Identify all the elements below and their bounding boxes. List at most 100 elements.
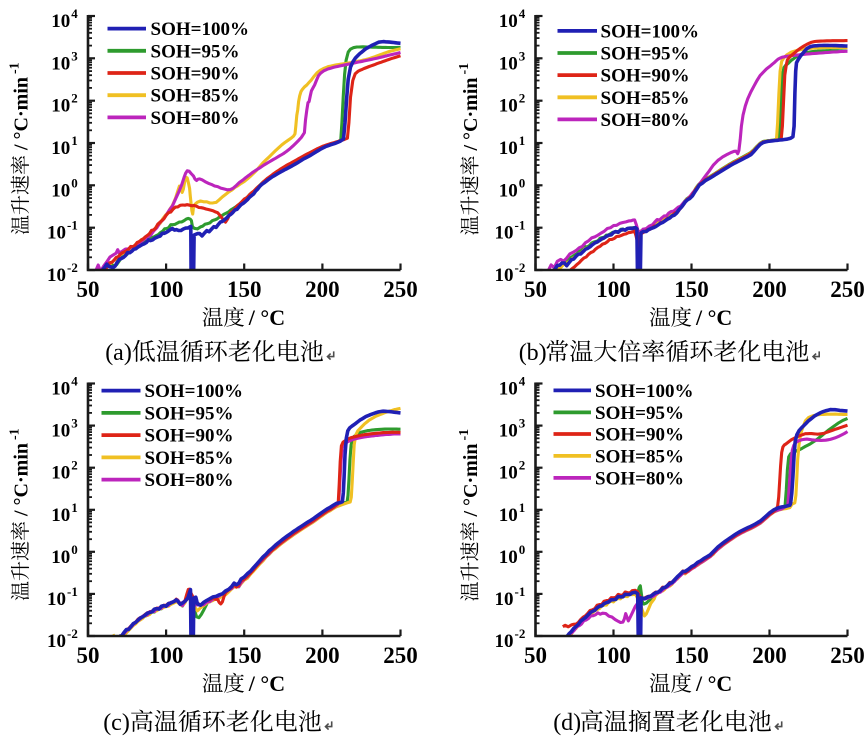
svg-text:/ °C·min: / °C·min <box>11 443 33 517</box>
svg-text:4: 4 <box>71 374 78 389</box>
svg-text:-2: -2 <box>67 626 78 641</box>
svg-text:(c): (c) <box>103 710 130 736</box>
svg-text:-1: -1 <box>515 218 526 233</box>
svg-text:-2: -2 <box>515 260 526 275</box>
svg-text:10: 10 <box>51 547 70 568</box>
svg-text:0: 0 <box>519 175 526 190</box>
svg-text:10: 10 <box>499 180 518 201</box>
svg-text:250: 250 <box>383 643 418 668</box>
svg-text:10: 10 <box>51 96 70 117</box>
svg-text:SOH=85%: SOH=85% <box>595 446 684 467</box>
svg-text:SOH=80%: SOH=80% <box>601 110 690 131</box>
svg-text:200: 200 <box>305 643 340 668</box>
svg-text:50: 50 <box>524 643 547 668</box>
svg-text:(b): (b) <box>519 340 547 366</box>
svg-text:(a): (a) <box>105 340 132 366</box>
svg-text:10: 10 <box>51 505 70 526</box>
svg-text:SOH=100%: SOH=100% <box>601 21 699 42</box>
svg-text:3: 3 <box>71 416 78 431</box>
svg-text:-2: -2 <box>67 260 78 275</box>
svg-text:SOH=80%: SOH=80% <box>595 468 684 489</box>
svg-text:1: 1 <box>71 500 78 515</box>
svg-text:2: 2 <box>519 458 526 473</box>
svg-text:(d): (d) <box>553 710 581 736</box>
svg-text:/ °C·min: / °C·min <box>11 77 33 151</box>
svg-text:/ °C: / °C <box>695 305 732 330</box>
svg-text:SOH=80%: SOH=80% <box>151 108 240 129</box>
svg-text:3: 3 <box>519 416 526 431</box>
svg-text:10: 10 <box>47 223 66 244</box>
svg-text:4: 4 <box>519 6 526 21</box>
svg-text:10: 10 <box>499 11 518 32</box>
svg-text:/ °C: / °C <box>248 671 285 696</box>
svg-text:10: 10 <box>499 138 518 159</box>
svg-text:-1: -1 <box>67 218 78 233</box>
svg-text:-1: -1 <box>8 62 23 74</box>
svg-text:250: 250 <box>830 643 865 668</box>
svg-text:150: 150 <box>674 643 709 668</box>
svg-text:SOH=95%: SOH=95% <box>601 44 690 65</box>
svg-text:0: 0 <box>71 175 78 190</box>
svg-text:250: 250 <box>830 277 865 302</box>
svg-text:3: 3 <box>519 48 526 63</box>
svg-text:10: 10 <box>47 589 66 610</box>
svg-text:1: 1 <box>71 133 78 148</box>
svg-text:10: 10 <box>47 265 66 286</box>
svg-text:SOH=95%: SOH=95% <box>151 41 240 62</box>
svg-text:10: 10 <box>499 463 518 484</box>
svg-text:1: 1 <box>519 500 526 515</box>
svg-text:2: 2 <box>71 458 78 473</box>
svg-text:SOH=80%: SOH=80% <box>145 470 234 491</box>
svg-text:10: 10 <box>499 421 518 442</box>
svg-text:4: 4 <box>519 374 526 389</box>
svg-text:SOH=90%: SOH=90% <box>595 425 684 446</box>
svg-text:4: 4 <box>71 6 78 21</box>
svg-text:100: 100 <box>596 277 631 302</box>
svg-text:200: 200 <box>752 643 787 668</box>
svg-text:SOH=95%: SOH=95% <box>145 403 234 424</box>
svg-text:SOH=90%: SOH=90% <box>601 66 690 87</box>
svg-text:10: 10 <box>495 589 514 610</box>
svg-text:/ °C: / °C <box>248 305 285 330</box>
svg-text:/ °C·min: / °C·min <box>460 443 482 517</box>
svg-text:50: 50 <box>77 643 100 668</box>
svg-text:/ °C·min: / °C·min <box>460 77 482 151</box>
svg-text:3: 3 <box>71 48 78 63</box>
svg-text:100: 100 <box>149 277 184 302</box>
svg-text:250: 250 <box>383 277 418 302</box>
svg-text:-1: -1 <box>457 429 472 441</box>
svg-text:10: 10 <box>51 11 70 32</box>
svg-text:100: 100 <box>149 643 184 668</box>
svg-text:10: 10 <box>51 138 70 159</box>
svg-text:2: 2 <box>71 91 78 106</box>
svg-text:10: 10 <box>495 223 514 244</box>
svg-text:10: 10 <box>499 379 518 400</box>
svg-text:10: 10 <box>495 265 514 286</box>
svg-text:-1: -1 <box>457 63 472 75</box>
svg-text:SOH=85%: SOH=85% <box>145 448 234 469</box>
svg-text:10: 10 <box>499 96 518 117</box>
svg-text:10: 10 <box>47 631 66 652</box>
svg-text:-1: -1 <box>67 584 78 599</box>
svg-text:150: 150 <box>227 643 262 668</box>
svg-text:SOH=100%: SOH=100% <box>595 381 693 402</box>
svg-text:-1: -1 <box>8 428 23 440</box>
svg-text:0: 0 <box>519 542 526 557</box>
svg-text:SOH=100%: SOH=100% <box>145 381 243 402</box>
svg-text:10: 10 <box>51 53 70 74</box>
svg-text:10: 10 <box>499 547 518 568</box>
svg-text:-2: -2 <box>515 626 526 641</box>
svg-text:150: 150 <box>674 277 709 302</box>
svg-text:SOH=90%: SOH=90% <box>145 426 234 447</box>
svg-text:/ °C: / °C <box>695 671 732 696</box>
svg-text:SOH=85%: SOH=85% <box>601 88 690 109</box>
svg-text:10: 10 <box>51 180 70 201</box>
svg-text:150: 150 <box>227 277 262 302</box>
svg-text:SOH=95%: SOH=95% <box>595 403 684 424</box>
svg-text:10: 10 <box>495 631 514 652</box>
svg-text:50: 50 <box>77 277 100 302</box>
svg-text:50: 50 <box>524 277 547 302</box>
svg-text:200: 200 <box>305 277 340 302</box>
svg-text:100: 100 <box>596 643 631 668</box>
svg-text:SOH=100%: SOH=100% <box>151 19 249 40</box>
